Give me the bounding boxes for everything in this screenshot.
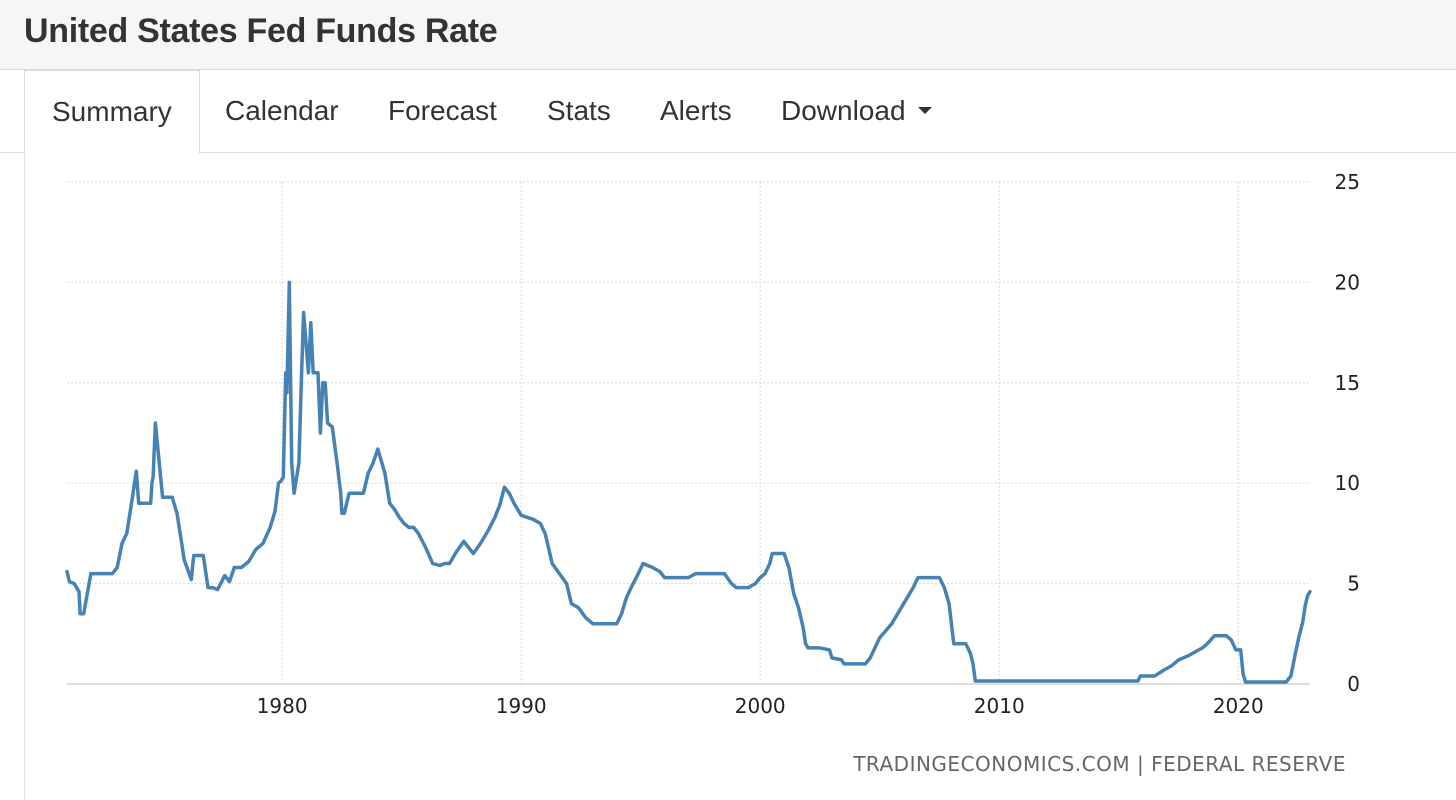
tab-forecast[interactable]: Forecast (388, 95, 497, 126)
tab-calendar[interactable]: Calendar (225, 95, 339, 126)
x-tick-label: 2000 (735, 694, 786, 718)
source-attribution: TRADINGECONOMICS.COM | FEDERAL RESERVE (853, 752, 1346, 776)
series-group (65, 280, 1312, 684)
y-tick-label: 20 (1335, 270, 1360, 294)
page-header: United States Fed Funds Rate (0, 0, 1456, 70)
y-tick-label: 10 (1335, 471, 1360, 495)
tab-bar: Summary Calendar Forecast Stats Alerts D… (0, 70, 1456, 154)
caret-down-icon (917, 107, 932, 115)
tab-download[interactable]: Download (781, 70, 932, 153)
tab-stats[interactable]: Stats (547, 95, 611, 126)
panel-border (24, 153, 25, 800)
x-tick-label: 1990 (496, 694, 547, 718)
grid (67, 181, 1310, 685)
y-tick-label: 25 (1335, 170, 1360, 194)
axis-ticks: 0 5 10 15 20 25 1980 1990 2000 2010 2020 (257, 170, 1360, 718)
y-tick-label: 5 (1347, 572, 1360, 596)
download-label: Download (781, 95, 906, 126)
tab-alerts[interactable]: Alerts (660, 95, 732, 126)
y-tick-label: 0 (1347, 672, 1360, 696)
series-line-fed-funds-rate (65, 280, 1312, 684)
x-tick-label: 2020 (1213, 694, 1264, 718)
tab-summary[interactable]: Summary (24, 70, 200, 154)
x-tick-label: 1980 (257, 694, 308, 718)
page-title: United States Fed Funds Rate (24, 12, 498, 50)
y-tick-label: 15 (1335, 371, 1360, 395)
x-tick-label: 2010 (974, 694, 1025, 718)
